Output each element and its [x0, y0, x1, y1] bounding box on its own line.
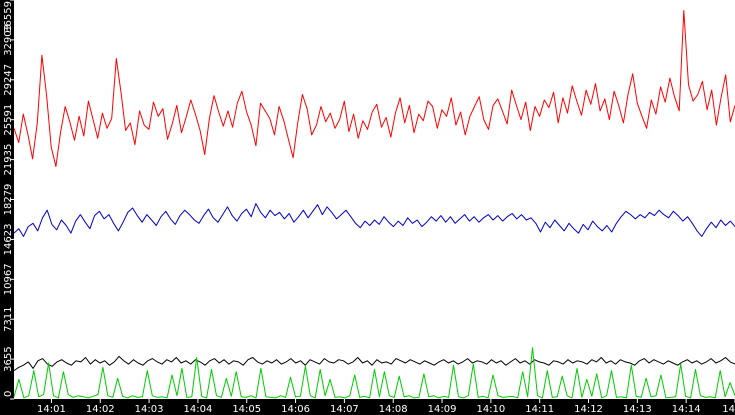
- y-tick-label: 0: [3, 391, 14, 397]
- y-tick-label: 10967: [3, 263, 14, 295]
- x-tick-label: 14:04: [183, 404, 212, 415]
- y-tick-label: 29247: [3, 64, 14, 96]
- y-axis: 0 3655 7311 10967 14623 18279 21935 25591 29247 3…: [3, 0, 14, 400]
- x-tick-label: 14:14: [672, 404, 701, 415]
- x-tick-label: 14:08: [379, 404, 408, 415]
- x-tick-label: 14:02: [86, 404, 115, 415]
- x-tick-label: 14:06: [281, 404, 310, 415]
- x-tick-label: 14:12: [574, 404, 603, 415]
- x-tick-label: 14: [722, 404, 735, 415]
- x-tick-label: 14:05: [232, 404, 261, 415]
- y-tick-label: 18279: [3, 184, 14, 216]
- series-line-2: [13, 355, 735, 372]
- y-tick-label: 21935: [3, 144, 14, 176]
- y-tick-label: 14623: [3, 224, 14, 256]
- x-tick-label: 14:01: [37, 404, 66, 415]
- x-tick-label: 14:10: [476, 404, 505, 415]
- series-line-1: [13, 203, 735, 237]
- x-tick-label: 14:07: [330, 404, 359, 415]
- x-tick-label: 14:13: [623, 404, 652, 415]
- x-tick-label: 14:03: [135, 404, 164, 415]
- y-tick-label: 3655: [3, 346, 14, 371]
- plot-area: [13, 10, 735, 399]
- y-tick-label: 36559: [3, 1, 14, 33]
- y-tick-label: 32903: [3, 24, 14, 56]
- x-tick-label: 14:09: [428, 404, 457, 415]
- x-axis-bar: [0, 399, 735, 415]
- x-tick-label: 14:11: [525, 404, 554, 415]
- x-axis: 14:01 14:02 14:03 14:04 14:05 14:06 14:07 14:08…: [37, 399, 735, 415]
- y-tick-label: 7311: [3, 306, 14, 331]
- y-axis-bar: [0, 0, 14, 415]
- series-line-0: [13, 10, 735, 167]
- series-line-3: [13, 347, 735, 399]
- y-tick-label: 25591: [3, 104, 14, 136]
